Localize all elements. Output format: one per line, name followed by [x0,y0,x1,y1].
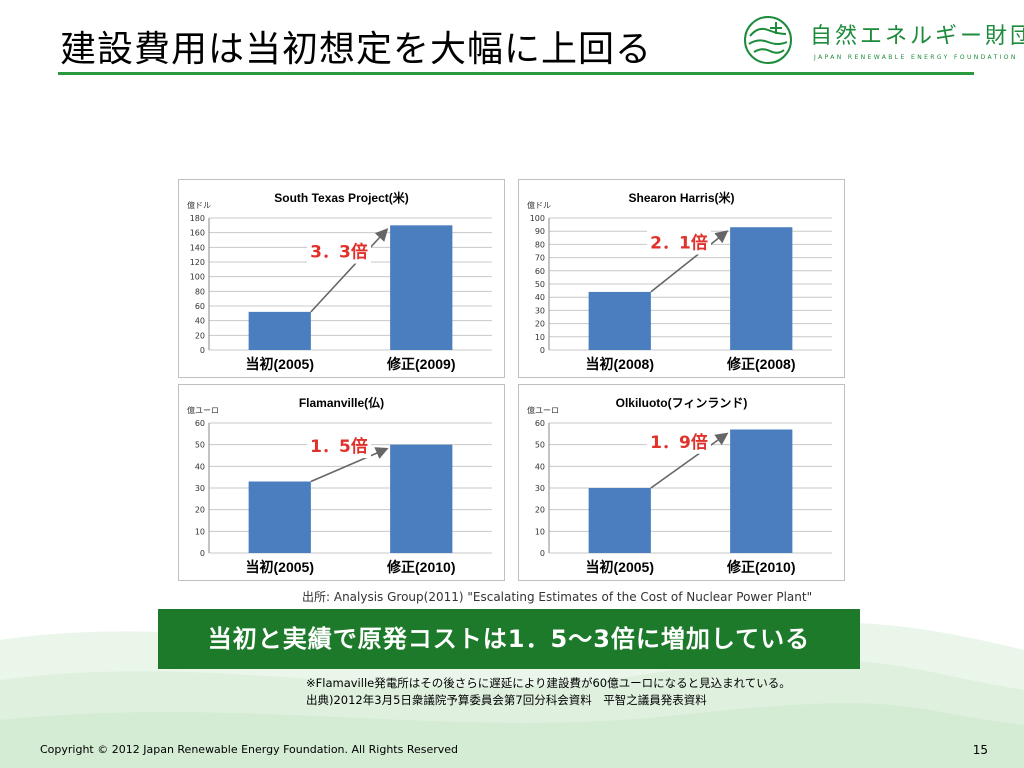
y-tick-label: 0 [200,549,205,558]
annotation-bg [647,230,711,255]
ratio-annotation: 1．5倍 [310,436,368,457]
x-tick-label: 当初(2005) [246,559,314,575]
y-tick-label: 40 [195,462,205,471]
y-tick-label: 50 [195,441,205,450]
logo: 自然エネルギー財団 JAPAN RENEWABLE ENERGY FOUNDAT… [740,12,1024,68]
y-tick-label: 40 [535,293,545,302]
unit-label: 億ドル [527,200,551,210]
y-tick-label: 0 [540,346,545,355]
y-tick-label: 40 [195,317,205,326]
y-tick-label: 10 [195,527,205,536]
copyright: Copyright © 2012 Japan Renewable Energy … [40,743,459,756]
x-tick-label: 修正(2008) [726,356,795,372]
y-tick-label: 70 [535,254,545,263]
chart-panel-olkiluoto: Olkiluoto(フィンランド) 億ユーロ 0 10 20 30 40 50 60 当初(200… [518,384,845,581]
chart-panel-shearon-harris: Shearon Harris(米) 億ドル 0 10 20 30 40 50 60 70 80 90 1… [518,179,845,378]
y-tick-label: 20 [535,320,545,329]
unit-label: 億ユーロ [527,405,559,415]
ratio-annotation: 2．1倍 [650,233,708,254]
logo-subtitle: JAPAN RENEWABLE ENERGY FOUNDATION [814,54,1018,61]
unit-label: 億ユーロ [187,405,219,415]
annotation-bg [647,429,711,454]
y-tick-label: 50 [535,441,545,450]
page-number: 15 [972,743,988,757]
bar [730,429,793,553]
x-tick-label: 修正(2010) [386,559,455,575]
conclusion-banner: 当初と実績で原発コストは1．5～3倍に増加している [158,609,860,669]
increase-arrow [650,230,729,293]
increase-arrow [310,228,389,313]
banner-text: 当初と実績で原発コストは1．5～3倍に増加している [207,625,811,653]
y-tick-label: 10 [535,527,545,536]
chart-panel-south-texas: South Texas Project(米) 億ドル 0 20 40 60 80 100 120… [178,179,505,378]
y-tick-label: 120 [190,258,205,267]
y-tick-label: 20 [535,506,545,515]
ratio-annotation: 3．3倍 [310,242,368,263]
x-tick-label: 修正(2009) [386,356,455,372]
footnote: ※Flamaville発電所はその後さらに遅延により建設費が60億ユーロになると… [306,675,791,709]
increase-arrow [310,447,389,483]
y-tick-label: 50 [535,280,545,289]
y-tick-label: 0 [200,346,205,355]
y-tick-label: 10 [535,333,545,342]
y-tick-label: 60 [195,302,205,311]
title-underline [58,72,974,75]
y-tick-label: 100 [190,273,205,282]
chart-title: Shearon Harris(米) [628,190,734,205]
bar [730,227,793,350]
y-tick-label: 60 [535,267,545,276]
chart-panel-flamanville: Flamanville(仏) 億ユーロ 0 10 20 30 40 50 60 当初(2005) 修… [178,384,505,581]
chart-south-texas: South Texas Project(米) 億ドル 0 20 40 60 80 100 120… [187,190,492,372]
footnote-line-1: ※Flamaville発電所はその後さらに遅延により建設費が60億ユーロになると… [306,676,791,690]
page-title: 建設費用は当初想定を大幅に上回る [60,29,653,70]
chart-title: Olkiluoto(フィンランド) [616,396,748,410]
chart-olkiluoto: Olkiluoto(フィンランド) 億ユーロ 0 10 20 30 40 50 60 当初(200… [527,396,832,575]
bar [588,488,651,553]
y-tick-label: 20 [195,331,205,340]
logo-name: 自然エネルギー財団 [810,24,1024,49]
bar [390,444,453,553]
logo-emblem-icon [744,16,792,64]
y-tick-label: 100 [530,214,545,223]
y-tick-label: 140 [190,243,205,252]
source-citation: 出所: Analysis Group(2011) "Escalating Est… [302,590,813,604]
chart-shearon-harris: Shearon Harris(米) 億ドル 0 10 20 30 40 50 60 70 80 90 1… [527,190,832,372]
x-tick-label: 修正(2010) [726,559,795,575]
bar [390,225,453,350]
annotation-bg [307,434,371,459]
bar [248,311,311,350]
y-tick-label: 20 [195,506,205,515]
footnote-line-2: 出典)2012年3月5日衆議院予算委員会第7回分科会資料 平智之議員発表資料 [306,693,707,707]
x-tick-label: 当初(2008) [586,356,654,372]
bar [248,481,311,553]
y-tick-label: 80 [195,287,205,296]
y-tick-label: 160 [190,229,205,238]
y-tick-label: 90 [535,227,545,236]
y-tick-label: 30 [195,484,205,493]
chart-title: Flamanville(仏) [299,396,384,410]
unit-label: 億ドル [187,200,211,210]
y-tick-label: 40 [535,462,545,471]
x-tick-label: 当初(2005) [586,559,654,575]
y-tick-label: 80 [535,240,545,249]
ratio-annotation: 1．9倍 [650,432,708,453]
chart-flamanville: Flamanville(仏) 億ユーロ 0 10 20 30 40 50 60 当初(2005) 修… [187,396,492,575]
x-tick-label: 当初(2005) [246,356,314,372]
y-tick-label: 60 [195,419,205,428]
chart-title: South Texas Project(米) [274,190,408,205]
y-tick-label: 60 [535,419,545,428]
y-tick-label: 180 [190,214,205,223]
y-tick-label: 30 [535,484,545,493]
bar [588,291,651,350]
annotation-bg [307,239,371,264]
increase-arrow [650,432,729,489]
y-tick-label: 0 [540,549,545,558]
y-tick-label: 30 [535,306,545,315]
